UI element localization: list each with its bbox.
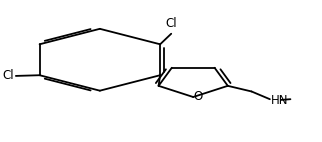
Text: HN: HN	[271, 94, 288, 107]
Text: Cl: Cl	[166, 17, 177, 30]
Text: O: O	[194, 90, 203, 103]
Text: Cl: Cl	[3, 69, 14, 82]
